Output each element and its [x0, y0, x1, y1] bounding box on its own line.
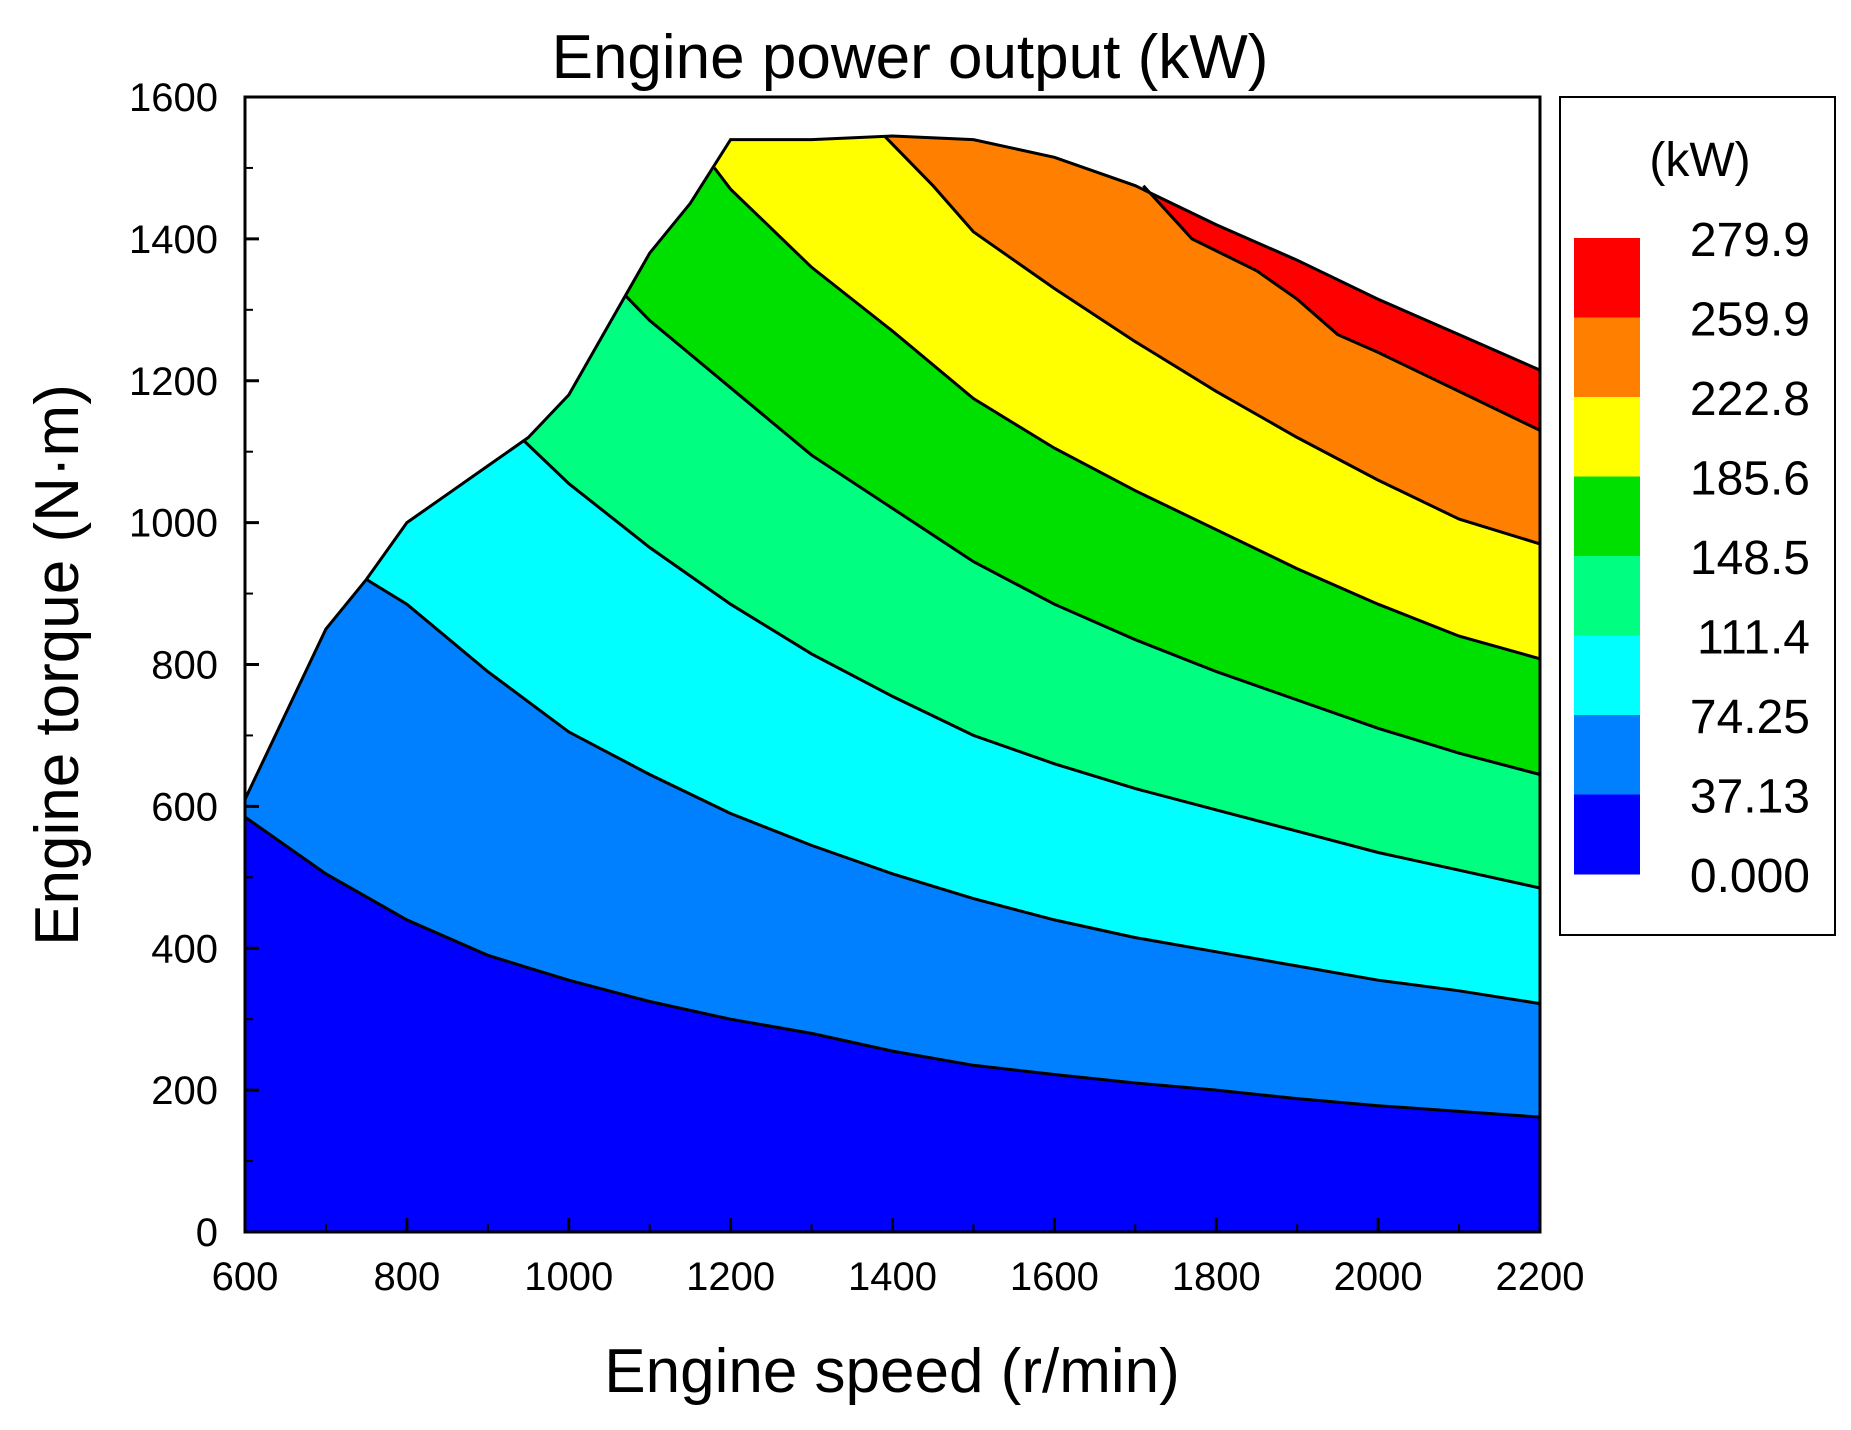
- x-tick-label: 1000: [524, 1255, 613, 1299]
- legend-label: 148.5: [1690, 532, 1810, 585]
- contour-lines: [244, 134, 1541, 1119]
- contour-line-6: [883, 134, 1541, 546]
- y-axis-title: Engine torque (N·m): [23, 384, 92, 946]
- x-tick-label: 1200: [686, 1255, 775, 1299]
- y-axis: 0 200 400 600 800 1000 1200 1400 1600: [129, 76, 259, 1255]
- x-tick-label: 2000: [1334, 1255, 1423, 1299]
- legend-swatch: [1574, 635, 1640, 716]
- contour-band-7: [1143, 185, 1540, 431]
- x-axis-title: Engine speed (r/min): [604, 1337, 1180, 1406]
- contour-line-4: [624, 294, 1541, 776]
- x-axis: 600 800 1000 1200 1400 1600 1800 2000 2200: [212, 1218, 1585, 1299]
- legend-label: 185.6: [1690, 453, 1810, 506]
- contour-band-6: [884, 136, 1540, 544]
- chart-title: Engine power output (kW): [552, 23, 1269, 92]
- legend-swatch: [1574, 715, 1640, 795]
- contour-bands: [245, 136, 1540, 1232]
- boundary-line: [243, 134, 1541, 800]
- x-tick-label: 600: [212, 1255, 279, 1299]
- legend-unit: (kW): [1649, 134, 1750, 187]
- legend-label: 37.13: [1690, 771, 1810, 824]
- y-tick-label: 400: [151, 927, 218, 971]
- y-tick-label: 200: [151, 1069, 218, 1113]
- contour-line-7: [1142, 184, 1541, 432]
- y-tick-label: 0: [196, 1211, 218, 1255]
- plot-area: [243, 95, 1542, 1234]
- contour-line-3: [523, 439, 1541, 890]
- y-tick-label: 1400: [129, 218, 218, 262]
- legend-label: 279.9: [1690, 214, 1810, 267]
- x-tick-label: 2200: [1496, 1255, 1585, 1299]
- x-tick-label: 1400: [848, 1255, 937, 1299]
- y-tick-label: 1000: [129, 502, 218, 546]
- y-tick-label: 600: [151, 785, 218, 829]
- legend-label: 74.25: [1690, 691, 1810, 744]
- x-tick-label: 1800: [1172, 1255, 1261, 1299]
- legend-swatch: [1574, 476, 1640, 557]
- legend-label: 259.9: [1690, 294, 1810, 347]
- y-tick-label: 1600: [129, 76, 218, 120]
- x-tick-label: 800: [374, 1255, 441, 1299]
- contour-line-1: [244, 815, 1541, 1119]
- legend-swatch: [1574, 238, 1640, 318]
- contour-line-5: [713, 166, 1541, 661]
- legend-swatch: [1574, 317, 1640, 398]
- legend-swatch: [1574, 397, 1640, 477]
- legend-label: 0.000: [1690, 850, 1810, 903]
- y-tick-label: 1200: [129, 360, 218, 404]
- legend-swatch: [1574, 794, 1640, 875]
- legend-label: 111.4: [1697, 612, 1810, 665]
- legend-label: 222.8: [1690, 373, 1810, 426]
- legend: (kW) 279.9 259.9 222.8 185.6 148.5 111.4 74.25…: [1559, 96, 1836, 936]
- contour-band-5: [714, 136, 1540, 659]
- contour-line-2: [365, 578, 1541, 1006]
- y-tick-label: 800: [151, 644, 218, 688]
- legend-swatch: [1574, 556, 1640, 636]
- x-tick-label: 1600: [1010, 1255, 1099, 1299]
